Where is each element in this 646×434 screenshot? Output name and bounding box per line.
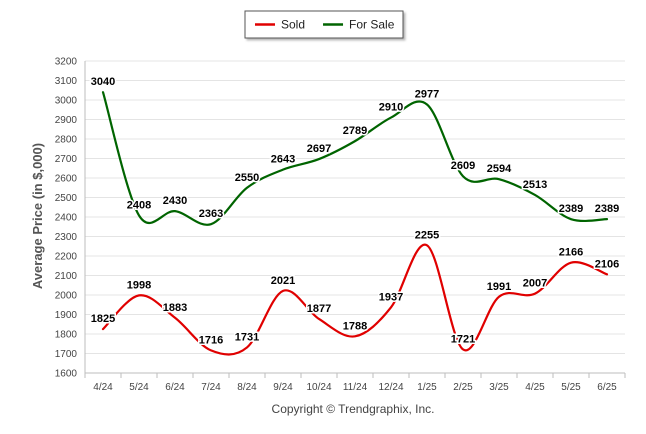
data-label-sold: 1883 [163,302,187,314]
x-tick-label: 8/24 [237,382,257,393]
x-tick-label: 5/25 [561,382,581,393]
series-line-for-sale [101,91,609,226]
data-label-for-sale: 2389 [595,203,619,215]
legend: Sold For Sale [244,10,404,39]
data-label-for-sale: 2977 [415,88,439,100]
legend-label-for-sale: For Sale [349,18,395,32]
data-label-for-sale: 2609 [451,160,475,172]
data-label-sold: 2007 [523,278,547,290]
data-label-sold: 1788 [343,320,367,332]
data-label-for-sale: 2697 [307,143,331,155]
x-tick-label: 1/25 [417,382,437,393]
data-label-for-sale: 2550 [235,172,259,184]
y-tick-label: 2000 [55,291,78,302]
data-label-for-sale: 2643 [271,154,295,166]
y-tick-label: 1700 [55,349,78,360]
y-tick-label: 2800 [55,135,78,146]
data-label-sold: 2106 [595,258,619,270]
y-tick-label: 2400 [55,213,78,224]
data-label-sold: 1716 [199,334,223,346]
legend-label-sold: Sold [281,18,305,32]
data-label-for-sale: 2910 [379,102,403,114]
y-tick-label: 3000 [55,96,78,107]
data-label-for-sale: 3040 [91,76,115,88]
y-tick-label: 2700 [55,154,78,165]
data-label-sold: 1998 [127,279,151,291]
x-tick-label: 5/24 [129,382,149,393]
data-label-for-sale: 2408 [127,199,151,211]
gridlines [85,60,625,374]
data-label-for-sale: 2789 [343,125,367,137]
copyright-text: Copyright © Trendgraphix, Inc. [272,402,435,416]
series-line-sold [101,243,609,356]
data-label-sold: 1721 [451,333,475,345]
y-tick-label: 1600 [55,369,78,380]
data-label-sold: 2255 [415,229,439,241]
x-tick-label: 7/24 [201,382,221,393]
y-axis-label: Average Price (in $,000) [30,143,45,289]
y-tick-label: 1900 [55,310,78,321]
data-label-for-sale: 2430 [163,195,187,207]
x-tick-label: 4/25 [525,382,545,393]
y-tick-label: 3100 [55,76,78,87]
data-label-sold: 1825 [91,313,115,325]
data-label-sold: 2166 [559,247,583,259]
y-tick-label: 2100 [55,271,78,282]
y-tick-label: 2900 [55,115,78,126]
y-tick-label: 1800 [55,330,78,341]
x-tick-label: 3/25 [489,382,509,393]
x-tick-label: 10/24 [306,382,331,393]
x-tick-label: 9/24 [273,382,293,393]
data-label-for-sale: 2594 [487,163,512,175]
data-label-sold: 1937 [379,291,403,303]
y-tick-label: 2500 [55,193,78,204]
x-tick-label: 11/24 [343,382,368,393]
data-labels: 3040 2408 2430 2363 2550 2643 2697 2789 2910 2977… [89,75,620,348]
axes: 1600 1700 1800 1900 2000 2100 2200 2300 2400 2500… [55,57,626,393]
y-tick-label: 2300 [55,232,78,243]
data-label-for-sale: 2389 [559,203,583,215]
data-label-sold: 1731 [235,331,259,343]
x-tick-label: 12/24 [378,382,403,393]
x-tick-label: 2/25 [453,382,473,393]
series-lines [101,91,609,356]
data-label-for-sale: 2363 [199,208,223,220]
y-tick-label: 3200 [55,57,78,68]
data-label-sold: 1991 [487,281,511,293]
y-tick-label: 2200 [55,252,78,263]
data-label-for-sale: 2513 [523,179,547,191]
x-tick-label: 4/24 [93,382,113,393]
data-label-sold: 1877 [307,303,331,315]
y-tick-label: 2600 [55,174,78,185]
x-tick-label: 6/25 [597,382,617,393]
x-tick-label: 6/24 [165,382,185,393]
data-label-sold: 2021 [271,275,295,287]
